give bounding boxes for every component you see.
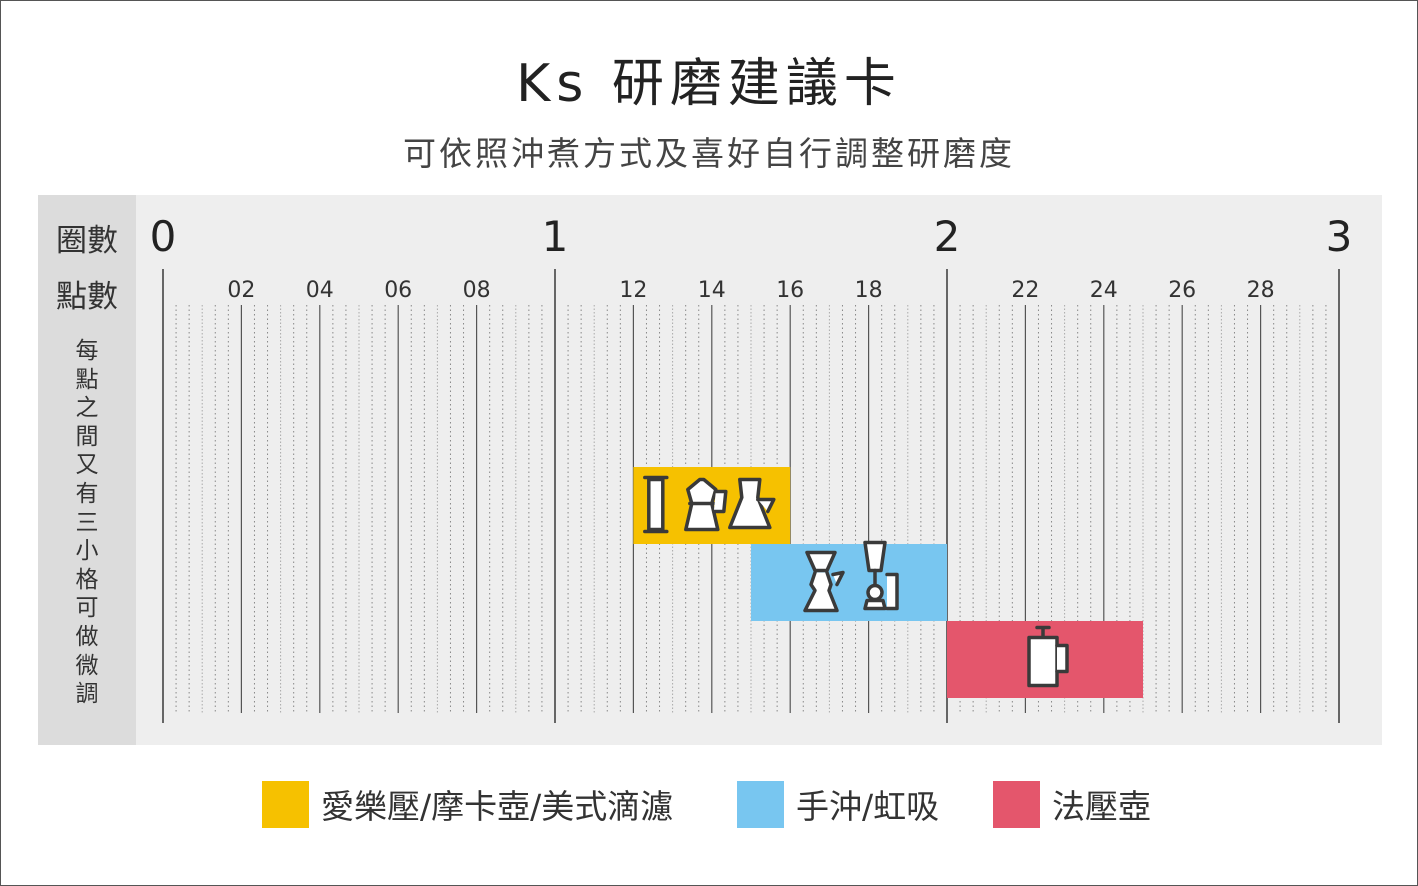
siphon-icon bbox=[863, 540, 899, 611]
label-sidebar bbox=[38, 195, 136, 745]
point-tick-label: 04 bbox=[306, 278, 334, 303]
legend-swatch-yellow bbox=[262, 780, 309, 828]
aeropress-icon bbox=[643, 475, 669, 534]
page-title: Ks 研磨建議卡 bbox=[516, 54, 902, 114]
points-row-label: 點數 bbox=[56, 279, 118, 315]
point-tick-label: 22 bbox=[1011, 278, 1039, 303]
turn-tick-label: 1 bbox=[542, 212, 569, 261]
french-press-icon bbox=[1027, 625, 1069, 688]
point-tick-label: 26 bbox=[1168, 278, 1196, 303]
turn-tick-label: 3 bbox=[1326, 212, 1353, 261]
legend-swatch-red bbox=[993, 780, 1040, 828]
turns-row-label: 圈數 bbox=[56, 223, 118, 259]
legend-label: 法壓壺 bbox=[1052, 787, 1151, 826]
drip-brewer-icon bbox=[728, 477, 776, 530]
point-tick-label: 24 bbox=[1090, 278, 1118, 303]
legend-item-french-press: 法壓壺 bbox=[993, 779, 1151, 829]
legend-label: 手沖/虹吸 bbox=[796, 787, 940, 826]
legend-item-aeropress-moka-drip: 愛樂壓/摩卡壺/美式滴濾 bbox=[262, 779, 673, 829]
point-tick-label: 08 bbox=[463, 278, 491, 303]
point-tick-label: 02 bbox=[227, 278, 255, 303]
point-tick-label: 06 bbox=[384, 278, 412, 303]
page-subtitle: 可依照沖煮方式及喜好自行調整研磨度 bbox=[403, 134, 1015, 173]
point-tick-label: 28 bbox=[1247, 278, 1275, 303]
turn-tick-label: 2 bbox=[934, 212, 961, 261]
legend-swatch-blue bbox=[737, 780, 784, 828]
moka-pot-icon bbox=[684, 477, 728, 532]
legend-item-pourover-siphon: 手沖/虹吸 bbox=[737, 779, 939, 829]
turn-tick-label: 0 bbox=[150, 212, 177, 261]
point-tick-label: 18 bbox=[855, 278, 883, 303]
point-tick-label: 14 bbox=[698, 278, 726, 303]
point-tick-label: 12 bbox=[619, 278, 647, 303]
point-tick-label: 16 bbox=[776, 278, 804, 303]
legend-label: 愛樂壓/摩卡壺/美式滴濾 bbox=[321, 787, 674, 826]
pour-over-icon bbox=[803, 550, 845, 613]
fine-adjust-note: 每點之間又有三小格可做微調 bbox=[75, 338, 99, 708]
range-bar bbox=[751, 544, 947, 621]
